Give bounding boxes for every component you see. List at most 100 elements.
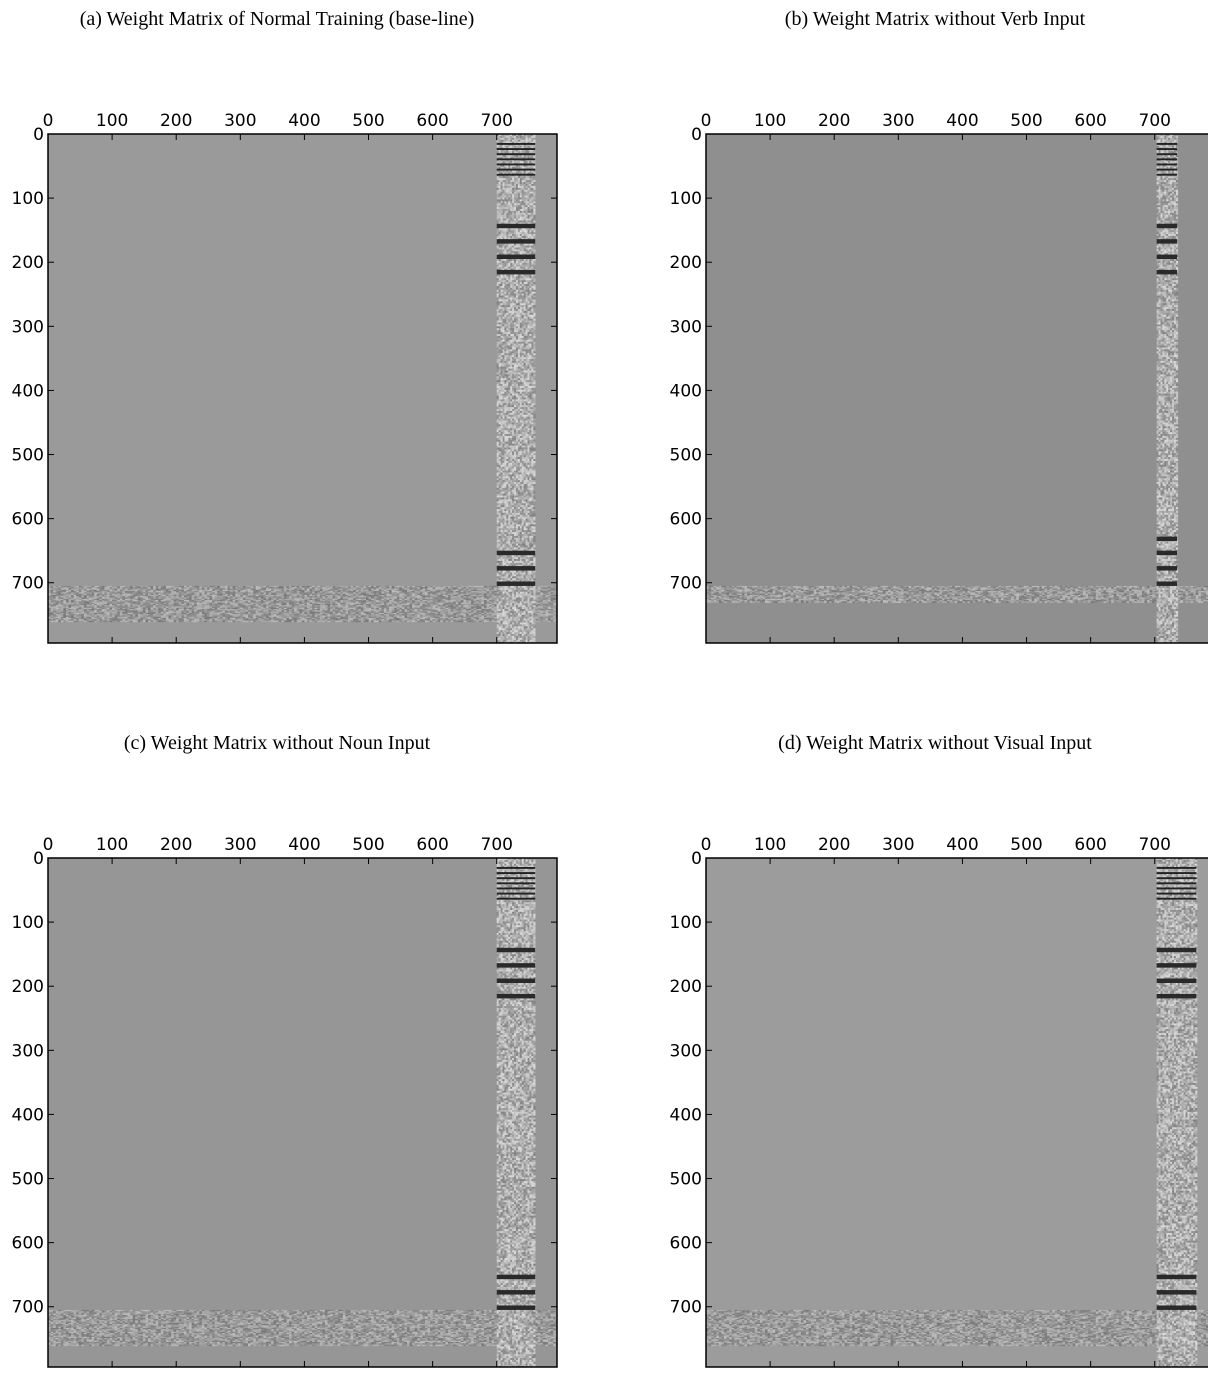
dark-band — [1157, 270, 1178, 274]
y-tick-label: 700 — [12, 1298, 44, 1318]
y-tick-label: 200 — [670, 253, 702, 273]
dark-band — [1157, 174, 1178, 176]
x-tick-label: 600 — [1074, 111, 1106, 131]
caption-b: (b) Weight Matrix without Verb Input — [785, 8, 1085, 31]
dark-band — [497, 877, 535, 879]
caption-d: (d) Weight Matrix without Visual Input — [778, 732, 1092, 755]
dark-band — [497, 1275, 535, 1279]
dark-band — [1157, 537, 1178, 541]
dark-band — [497, 882, 535, 884]
x-tick-label: 0 — [43, 835, 54, 855]
dark-band — [497, 948, 535, 952]
heatmap-background — [48, 858, 557, 1367]
dark-band — [497, 551, 535, 555]
y-tick-label: 300 — [670, 317, 702, 337]
x-tick-label: 500 — [352, 835, 384, 855]
dark-band — [497, 158, 535, 160]
dark-band — [497, 153, 535, 155]
dark-band — [497, 994, 535, 998]
noise-row-band — [706, 586, 1208, 603]
y-tick-label: 200 — [12, 977, 44, 997]
dark-band — [497, 224, 535, 228]
y-tick-label: 0 — [33, 125, 44, 145]
noise-row-band — [48, 586, 559, 622]
x-tick-label: 600 — [416, 835, 448, 855]
x-tick-label: 200 — [818, 111, 850, 131]
x-tick-label: 700 — [1139, 111, 1171, 131]
y-tick-label: 500 — [12, 1170, 44, 1190]
caption-c: (c) Weight Matrix without Noun Input — [124, 732, 430, 755]
x-tick-label: 700 — [481, 111, 513, 131]
x-tick-label: 700 — [1139, 835, 1171, 855]
x-tick-label: 200 — [160, 111, 192, 131]
y-tick-label: 500 — [670, 446, 702, 466]
x-tick-label: 200 — [160, 835, 192, 855]
dark-band — [1157, 169, 1178, 171]
dark-band — [497, 963, 535, 967]
y-tick-label: 700 — [670, 574, 702, 594]
y-tick-label: 600 — [670, 510, 702, 530]
x-tick-label: 100 — [96, 111, 128, 131]
dark-band — [497, 867, 535, 869]
y-tick-label: 600 — [12, 1234, 44, 1254]
heatmap-background — [706, 134, 1208, 643]
heatmap-cells — [48, 134, 559, 644]
dark-band — [497, 893, 535, 895]
dark-band — [1157, 948, 1197, 952]
x-tick-label: 500 — [1010, 835, 1042, 855]
dark-band — [497, 581, 535, 585]
dark-band — [497, 163, 535, 165]
y-tick-label: 300 — [670, 1041, 702, 1061]
dark-band — [497, 143, 535, 145]
y-tick-label: 100 — [670, 913, 702, 933]
heatmap-cells — [706, 858, 1208, 1368]
dark-band — [497, 148, 535, 150]
x-tick-label: 400 — [288, 835, 320, 855]
dark-band — [1157, 153, 1178, 155]
dark-band — [1157, 1275, 1197, 1279]
y-tick-label: 700 — [12, 574, 44, 594]
dark-band — [1157, 239, 1178, 243]
y-tick-label: 300 — [12, 1041, 44, 1061]
dark-band — [1157, 994, 1197, 998]
dark-band — [1157, 877, 1197, 879]
x-tick-label: 400 — [946, 835, 978, 855]
y-tick-label: 400 — [670, 1105, 702, 1125]
dark-band — [1157, 148, 1178, 150]
y-tick-label: 300 — [12, 317, 44, 337]
y-tick-label: 600 — [670, 1234, 702, 1254]
x-tick-label: 100 — [754, 111, 786, 131]
y-tick-label: 400 — [670, 381, 702, 401]
x-tick-label: 0 — [701, 111, 712, 131]
dark-band — [1157, 893, 1197, 895]
dark-band — [1157, 143, 1178, 145]
x-tick-label: 700 — [481, 835, 513, 855]
y-tick-label: 400 — [12, 1105, 44, 1125]
dark-band — [1157, 882, 1197, 884]
dark-band — [497, 239, 535, 243]
noise-row-band — [706, 1310, 1208, 1346]
dark-band — [1157, 224, 1178, 228]
x-tick-label: 300 — [882, 835, 914, 855]
x-tick-label: 400 — [946, 111, 978, 131]
dark-band — [497, 174, 535, 176]
dark-band — [1157, 255, 1178, 259]
y-tick-label: 200 — [670, 977, 702, 997]
dark-band — [497, 898, 535, 900]
y-tick-label: 100 — [12, 913, 44, 933]
dark-band — [497, 887, 535, 889]
y-tick-label: 0 — [33, 849, 44, 869]
heatmap-cells — [706, 134, 1208, 644]
dark-band — [497, 169, 535, 171]
y-tick-label: 500 — [670, 1170, 702, 1190]
x-tick-label: 600 — [1074, 835, 1106, 855]
x-tick-label: 100 — [96, 835, 128, 855]
x-tick-label: 300 — [224, 111, 256, 131]
y-tick-label: 500 — [12, 446, 44, 466]
y-tick-label: 200 — [12, 253, 44, 273]
y-tick-label: 700 — [670, 1298, 702, 1318]
dark-band — [1157, 163, 1178, 165]
